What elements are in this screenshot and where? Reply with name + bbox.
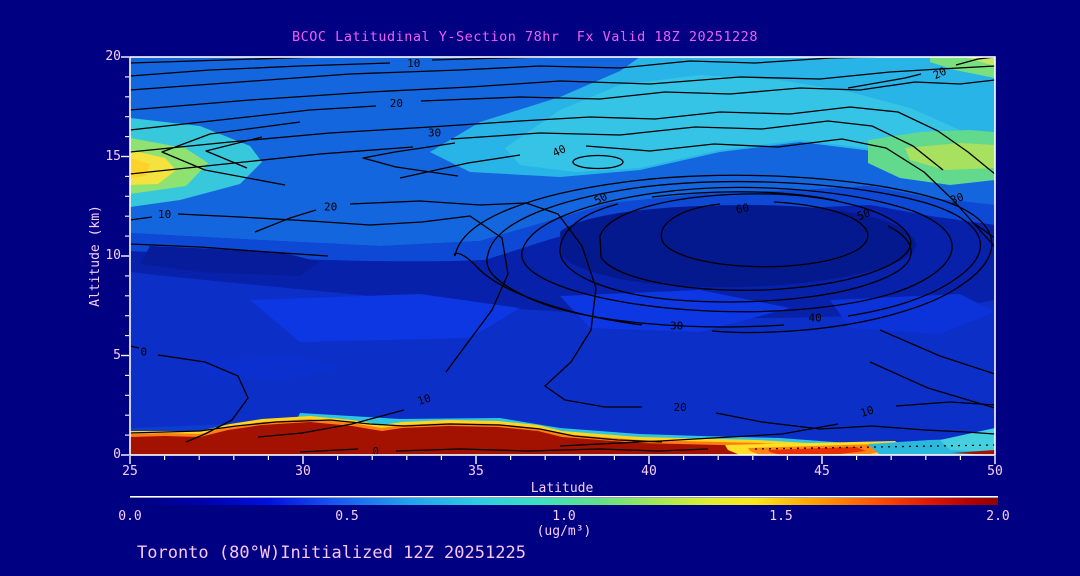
contour-label: 40: [808, 312, 821, 325]
y-axis-label: Altitude (km): [88, 205, 103, 307]
colorbar-top-rule: [130, 496, 998, 498]
contour-line-layer: [130, 57, 995, 453]
contour-label: 10: [158, 208, 171, 221]
contour-label: 10: [859, 403, 876, 419]
contour-label: 0: [141, 346, 148, 359]
contour-label: 10: [416, 392, 433, 408]
colorbar-units-label: (ug/m³): [536, 524, 592, 539]
contour-label: 10: [407, 57, 420, 70]
contour-label: 50: [592, 190, 610, 208]
contour-label: 50: [855, 206, 872, 223]
tick-marks: [121, 56, 996, 464]
chart-title: BCOC Latitudinal Y-Section 78hr Fx Valid…: [292, 29, 758, 45]
contour-label: 30: [428, 127, 441, 140]
contour-label: 40: [551, 142, 569, 159]
contour-label: 0: [372, 445, 379, 458]
contour-label-layer: 10 20 30 40 20 30 50 60 50 20 10 30 40 0 10 0 20 10: [141, 57, 966, 458]
contour-label: 30: [670, 320, 683, 333]
plot-frame: [129, 56, 996, 456]
filled-contour-layer: [130, 57, 995, 455]
contour-label: 20: [931, 65, 949, 82]
contour-label: 30: [949, 190, 966, 207]
contour-label: 60: [735, 201, 750, 216]
init-annotation: Toronto (80°W)Initialized 12Z 20251225: [137, 543, 526, 563]
contour-label: 20: [390, 97, 403, 110]
colorbar-gradient: [130, 498, 998, 505]
contour-label: 20: [324, 200, 337, 213]
contour-label: 20: [674, 401, 687, 414]
x-axis-label: Latitude: [530, 481, 594, 496]
